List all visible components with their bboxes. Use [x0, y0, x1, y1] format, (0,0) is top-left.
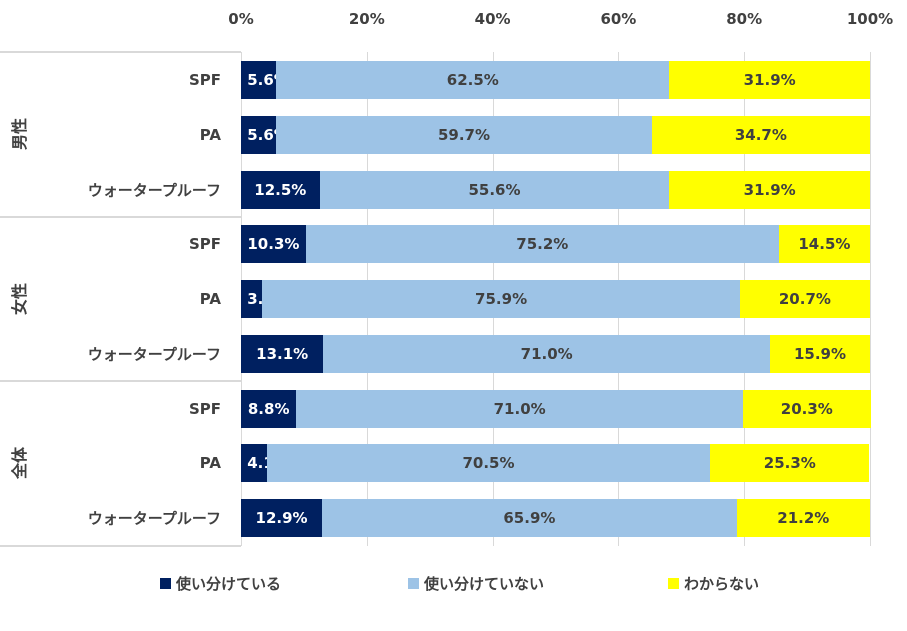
category-label: SPF — [188, 71, 221, 90]
data-label: 65.9% — [503, 508, 556, 527]
data-label: 71.0% — [493, 399, 546, 418]
data-label: 75.9% — [475, 290, 528, 309]
data-label: 20.3% — [780, 399, 833, 418]
bar-segment — [651, 116, 870, 155]
bar-segment — [710, 444, 870, 483]
data-label: 15.9% — [793, 344, 847, 363]
x-tick-label: 0% — [228, 10, 254, 28]
data-label: 31.9% — [743, 71, 796, 90]
data-label: 75.2% — [516, 235, 569, 254]
category-label: ウォータープルーフ — [87, 181, 221, 200]
legend-item: 使い分けている — [160, 573, 281, 594]
bar-segment — [305, 225, 779, 264]
bar-segment — [769, 334, 870, 373]
bar-segment — [778, 225, 870, 264]
data-label: 71.0% — [520, 344, 573, 363]
bar-segment — [262, 280, 740, 319]
data-label: 13.1% — [256, 344, 309, 363]
group-label: 全体 — [10, 447, 29, 480]
bar-segment — [241, 116, 277, 155]
group-separator — [0, 215, 241, 218]
data-label: 55.6% — [468, 180, 521, 199]
x-tick-label: 40% — [474, 10, 511, 28]
x-tick-label: 80% — [726, 10, 763, 28]
group-separator — [0, 545, 241, 548]
legend-label: わからない — [684, 575, 760, 593]
bar-segment — [266, 444, 711, 483]
bar-segment — [276, 116, 652, 155]
bar-segment — [319, 170, 670, 209]
category-label: PA — [199, 126, 221, 145]
legend-item: わからない — [668, 573, 759, 594]
data-label: 21.2% — [777, 508, 830, 527]
data-label: 70.5% — [462, 454, 515, 473]
bar-segment — [669, 170, 870, 209]
x-tick-label: 100% — [846, 10, 894, 28]
data-label: 62.5% — [446, 71, 499, 90]
bar-segment — [241, 61, 277, 100]
bar-segment — [322, 498, 737, 537]
bar-segment — [241, 334, 324, 373]
bar-segment — [276, 61, 670, 100]
legend-label: 使い分けていない — [424, 575, 545, 593]
category-label: PA — [199, 454, 221, 473]
legend-swatch — [668, 578, 679, 589]
bar-segment — [736, 498, 870, 537]
data-label: 14.5% — [798, 235, 851, 254]
data-label: 34.7% — [734, 126, 787, 145]
category-label: PA — [199, 290, 221, 309]
bar-segment — [241, 280, 263, 319]
bar-segment — [739, 280, 870, 319]
legend-swatch — [160, 578, 171, 589]
bar-segment — [241, 444, 267, 483]
bar-segment — [669, 61, 870, 100]
data-label: 12.5% — [254, 180, 307, 199]
category-label: ウォータープルーフ — [87, 509, 221, 528]
data-label: 59.7% — [437, 126, 490, 145]
data-label: 25.3% — [763, 454, 816, 473]
data-label: 20.7% — [778, 290, 831, 309]
bar-segment — [296, 389, 743, 428]
legend-swatch — [408, 578, 419, 589]
data-label: 10.3% — [247, 235, 300, 254]
group-label: 女性 — [10, 282, 29, 315]
bar-segment — [241, 225, 306, 264]
legend-item: 使い分けていない — [408, 573, 544, 594]
bar-segment — [241, 389, 297, 428]
gridline — [870, 52, 871, 546]
bar-segment — [742, 389, 871, 428]
data-label: 12.9% — [255, 508, 308, 527]
data-label: 8.8% — [247, 399, 290, 418]
group-separator — [0, 51, 241, 53]
group-label: 男性 — [10, 117, 29, 151]
bar-segment — [323, 334, 770, 373]
x-tick-label: 60% — [600, 10, 637, 28]
x-tick-label: 20% — [348, 10, 385, 28]
bar-segment — [241, 498, 323, 537]
category-label: SPF — [188, 399, 221, 418]
data-label: 31.9% — [743, 180, 796, 199]
bar-segment — [241, 170, 320, 209]
group-separator — [0, 380, 241, 383]
category-label: ウォータープルーフ — [87, 345, 221, 364]
category-label: SPF — [188, 235, 221, 254]
legend-label: 使い分けている — [176, 575, 282, 593]
